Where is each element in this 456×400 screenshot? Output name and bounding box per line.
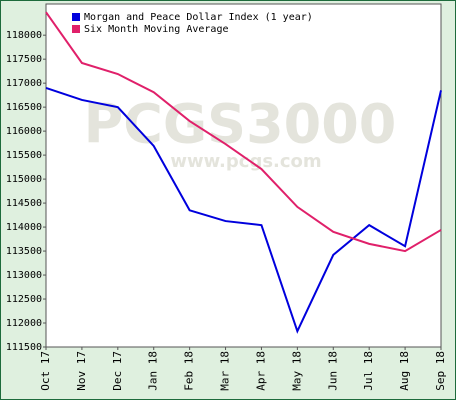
y-tick-label: 116000 xyxy=(6,126,42,137)
y-tick-label: 113000 xyxy=(6,270,42,281)
y-tick-label: 111500 xyxy=(6,342,42,353)
y-tick-label: 115500 xyxy=(6,150,42,161)
x-tick-label: Feb 18 xyxy=(183,351,196,391)
x-tick-label: Mar 18 xyxy=(219,351,232,391)
y-tick-label: 112500 xyxy=(6,294,42,305)
watermark: PCGS3000 xyxy=(84,93,397,156)
y-tick-label: 114500 xyxy=(6,198,42,209)
x-tick-label: Aug 18 xyxy=(398,351,411,391)
watermark-url: www.pcgs.com xyxy=(170,151,321,172)
y-tick-label: 112000 xyxy=(6,318,42,329)
x-tick-label: Sep 18 xyxy=(434,351,447,391)
y-tick-label: 114000 xyxy=(6,222,42,233)
series-line xyxy=(45,87,442,334)
y-tick-label: 117000 xyxy=(6,78,42,89)
legend-swatch xyxy=(72,13,80,21)
y-tick-label: 116500 xyxy=(6,102,42,113)
series-line xyxy=(45,11,442,253)
x-tick-label: May 18 xyxy=(290,351,303,391)
x-tick-label: Nov 17 xyxy=(75,351,88,391)
legend-label: Six Month Moving Average xyxy=(84,24,229,35)
y-tick-label: 113500 xyxy=(6,246,42,257)
x-tick-label: Jan 18 xyxy=(147,351,160,391)
x-tick-label: Jun 18 xyxy=(326,351,339,391)
x-tick-label: Jul 18 xyxy=(362,351,375,391)
x-tick-label: Oct 17 xyxy=(39,351,52,391)
y-tick-label: 117500 xyxy=(6,54,42,65)
x-tick-label: Apr 18 xyxy=(254,351,267,391)
plot-area xyxy=(45,3,442,348)
legend-label: Morgan and Peace Dollar Index (1 year) xyxy=(84,12,313,23)
x-tick-label: Dec 17 xyxy=(111,351,124,391)
y-tick-label: 118000 xyxy=(6,30,42,41)
y-tick-label: 115000 xyxy=(6,174,42,185)
legend-swatch xyxy=(72,25,80,33)
